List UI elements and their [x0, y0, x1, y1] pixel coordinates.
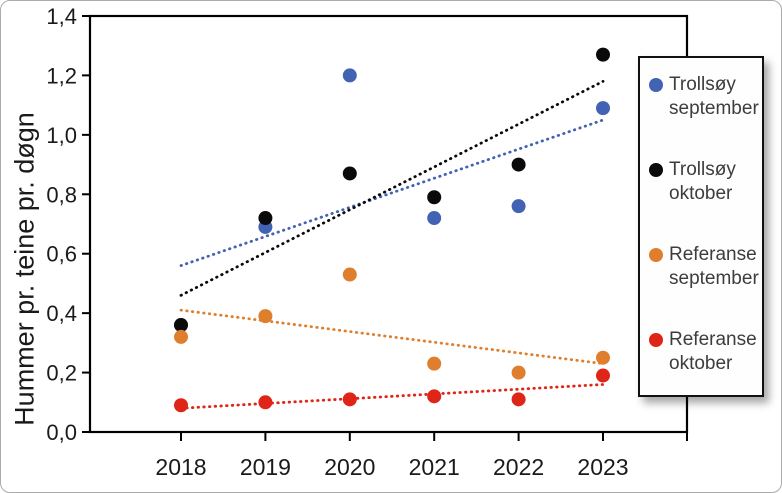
- legend-item-referanse-oktober: Referanse oktober: [649, 328, 760, 376]
- trendline: [179, 308, 605, 366]
- data-point: [596, 101, 610, 116]
- legend-item-trollsoy-oktober: Trollsøy oktober: [649, 158, 760, 206]
- data-point: [596, 47, 610, 62]
- y-axis-tick-label: 0,0: [46, 420, 77, 445]
- data-point: [174, 398, 188, 413]
- data-point: [342, 267, 357, 282]
- data-point: [342, 68, 357, 83]
- legend-item-trollsoy-september: Trollsøy september: [649, 73, 760, 121]
- data-point: [596, 368, 610, 383]
- trendline: [179, 383, 605, 410]
- x-axis-tick-label: 2022: [493, 454, 544, 480]
- trendline: [179, 79, 605, 297]
- data-point: [511, 199, 526, 214]
- y-axis-tick-label: 0,4: [46, 301, 77, 326]
- legend-marker-referanse-oktober-icon: [649, 332, 663, 347]
- data-point: [596, 350, 610, 365]
- legend-marker-referanse-september-icon: [649, 247, 663, 262]
- data-point: [258, 395, 273, 410]
- data-point: [174, 329, 188, 344]
- legend-label: Trollsøy oktober: [669, 158, 736, 204]
- data-point: [427, 190, 442, 205]
- data-point: [342, 392, 357, 407]
- x-axis-tick-label: 2018: [155, 454, 206, 480]
- data-point: [427, 211, 442, 226]
- y-axis-tick-label: 0,8: [46, 182, 77, 207]
- legend-marker-trollsoy-september-icon: [649, 78, 663, 92]
- y-axis-tick-label: 1,0: [46, 123, 77, 148]
- x-axis-tick-label: 2020: [324, 454, 375, 480]
- legend-label: Referanse oktober: [669, 328, 757, 374]
- plot-border: [88, 14, 689, 434]
- data-point: [342, 166, 357, 181]
- y-axis-tick-label: 1,2: [46, 63, 77, 88]
- legend-label: Referanse september: [669, 243, 759, 289]
- data-point: [258, 211, 273, 226]
- data-point: [427, 356, 442, 371]
- y-axis-tick-label: 1,4: [46, 4, 77, 29]
- data-point: [258, 309, 273, 324]
- data-point: [511, 365, 526, 380]
- data-point: [427, 389, 442, 404]
- legend-item-referanse-september: Referanse september: [649, 243, 760, 291]
- data-point: [511, 392, 526, 407]
- trendline: [179, 118, 605, 268]
- legend: Trollsøy september Trollsøy oktober Refe…: [638, 56, 764, 397]
- x-axis-tick-label: 2021: [409, 454, 460, 480]
- legend-label: Trollsøy september: [669, 74, 759, 119]
- data-point: [174, 318, 188, 333]
- y-axis-tick-label: 0,6: [46, 242, 77, 267]
- x-axis-tick-label: 2019: [240, 454, 291, 480]
- x-axis-tick-label: 2023: [577, 454, 628, 480]
- y-axis-tick-label: 0,2: [46, 361, 77, 386]
- data-point: [511, 157, 526, 172]
- legend-marker-trollsoy-oktober-icon: [649, 162, 663, 177]
